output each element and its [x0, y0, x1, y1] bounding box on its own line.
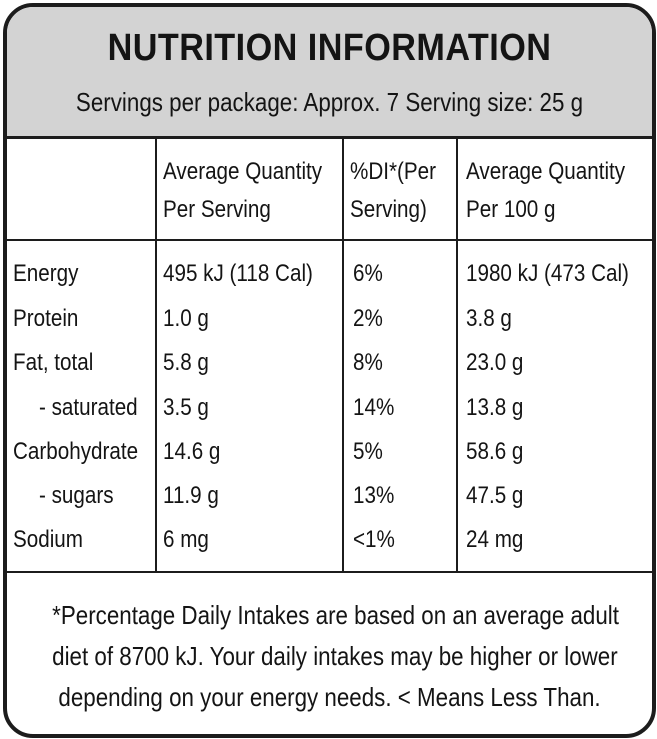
per-serving-value: 495 kJ (118 Cal)	[163, 260, 313, 287]
column-header-line: Average Quantity	[163, 158, 323, 185]
di-value: 5%	[353, 438, 383, 465]
per-serving-value: 5.8 g	[163, 349, 209, 376]
column-divider	[342, 139, 344, 573]
di-value: <1%	[353, 526, 395, 553]
per-100g-value: 1980 kJ (473 Cal)	[466, 260, 629, 287]
per-100g-value: 3.8 g	[466, 305, 512, 332]
per-100g-value: 58.6 g	[466, 438, 524, 465]
nutrient-name: Carbohydrate	[13, 438, 139, 465]
panel-header: NUTRITION INFORMATION Servings per packa…	[7, 7, 652, 139]
column-header-line: %DI*(Per	[350, 158, 437, 185]
di-value: 6%	[353, 260, 383, 287]
column-header-per-100g: Average Quantity Per 100 g	[466, 153, 625, 229]
column-divider	[456, 139, 458, 573]
per-100g-value: 13.8 g	[466, 394, 524, 421]
per-serving-value: 3.5 g	[163, 394, 209, 421]
footnote-divider	[7, 571, 652, 573]
nutrient-name: Sodium	[13, 526, 83, 553]
column-header-line: Per 100 g	[466, 196, 556, 223]
column-header-line: Serving)	[350, 196, 427, 223]
di-value: 14%	[353, 394, 395, 421]
column-header-di: %DI*(Per Serving)	[350, 153, 436, 229]
di-value: 8%	[353, 349, 383, 376]
per-serving-value: 14.6 g	[163, 438, 221, 465]
column-header-line: Per Serving	[163, 196, 271, 223]
per-100g-value: 24 mg	[466, 526, 524, 553]
nutrition-panel: NUTRITION INFORMATION Servings per packa…	[3, 3, 656, 738]
column-divider	[155, 139, 157, 573]
panel-title: NUTRITION INFORMATION	[107, 27, 552, 69]
per-serving-value: 11.9 g	[163, 482, 219, 509]
footnote-line: diet of 8700 kJ. Your daily intakes may …	[52, 641, 618, 671]
nutrient-name: Energy	[13, 260, 79, 287]
di-value: 13%	[353, 482, 395, 509]
footnote-line: *Percentage Daily Intakes are based on a…	[52, 600, 619, 630]
per-100g-value: 23.0 g	[466, 349, 524, 376]
nutrient-name: - sugars	[39, 482, 114, 509]
header-row-divider	[7, 239, 652, 241]
per-serving-value: 6 mg	[163, 526, 209, 553]
nutrient-name: Fat, total	[13, 349, 94, 376]
di-value: 2%	[353, 305, 383, 332]
column-header-line: Average Quantity	[466, 158, 626, 185]
per-100g-value: 47.5 g	[466, 482, 524, 509]
footnote: *Percentage Daily Intakes are based on a…	[7, 595, 652, 718]
servings-info: Servings per package: Approx. 7 Serving …	[75, 87, 584, 117]
per-serving-value: 1.0 g	[163, 305, 209, 332]
nutrient-name: - saturated	[39, 394, 138, 421]
footnote-line: depending on your energy needs. < Means …	[58, 682, 601, 712]
nutrient-name: Protein	[13, 305, 79, 332]
column-header-per-serving: Average Quantity Per Serving	[163, 153, 322, 229]
